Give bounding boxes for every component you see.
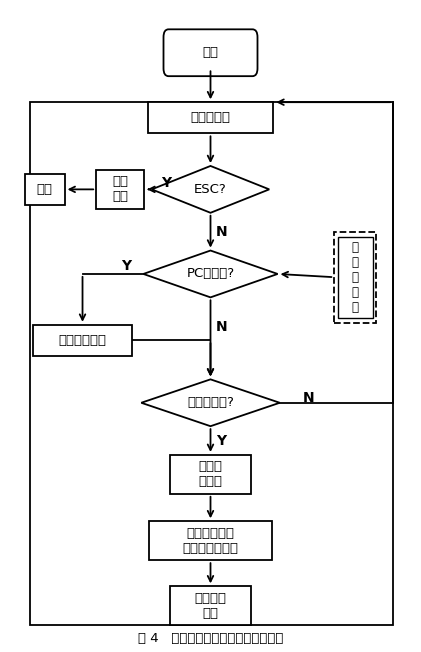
Text: 退出
模块: 退出 模块 [112,175,128,203]
Bar [30,102,393,625]
Text: PC机中断?: PC机中断? [187,267,234,280]
Text: 触摸屏中断?: 触摸屏中断? [187,396,234,409]
Text: Y: Y [216,434,226,447]
Text: N: N [216,225,228,239]
Text: N: N [216,320,228,334]
Bar [338,237,373,318]
Text: ESC?: ESC? [194,183,227,196]
Bar [170,586,251,625]
Bar [149,521,272,560]
Bar [334,231,376,323]
Text: 结果: 结果 [37,183,53,196]
Bar [147,102,274,134]
Text: 键值输出
模块: 键值输出 模块 [195,592,226,620]
Bar [33,325,132,356]
Text: 键值计
算模块: 键值计 算模块 [198,460,223,488]
Text: Y: Y [161,176,171,190]
FancyBboxPatch shape [163,29,258,76]
Text: 初始化模块: 初始化模块 [190,111,231,125]
Bar [170,455,251,494]
Text: Y: Y [122,259,132,273]
Text: 图 4   可编程触摸键盘控制软件流程图: 图 4 可编程触摸键盘控制软件流程图 [138,632,283,645]
Text: 开始: 开始 [203,46,218,59]
Text: 数
据
生
成
器: 数 据 生 成 器 [352,241,359,314]
Bar [96,170,144,209]
Bar [25,173,65,205]
Polygon shape [141,379,280,426]
Polygon shape [144,250,277,297]
Polygon shape [152,166,269,213]
Text: 多级菜单显示
及状态显示模块: 多级菜单显示 及状态显示模块 [182,527,239,555]
Text: N: N [303,391,314,405]
Text: 数据更新模块: 数据更新模块 [59,334,107,347]
